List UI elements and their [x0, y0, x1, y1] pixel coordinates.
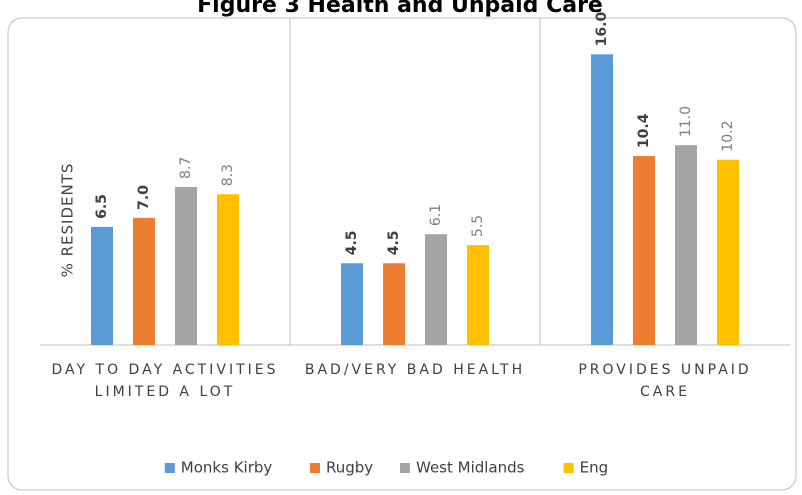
legend-label: Monks Kirby [181, 459, 273, 477]
value-label: 10.4 [636, 113, 652, 148]
bar [175, 186, 197, 345]
bar [341, 263, 363, 345]
value-label: 5.5 [470, 215, 486, 237]
legend-label: Eng [580, 459, 609, 477]
value-label: 4.5 [344, 230, 360, 255]
value-label: 11.0 [678, 106, 694, 137]
y-axis-label: % RESIDENTS [59, 163, 77, 278]
bar [717, 159, 739, 345]
bar [633, 156, 655, 345]
bar [383, 263, 405, 345]
legend-label: West Midlands [416, 459, 525, 477]
legend-swatch [563, 463, 574, 473]
value-label: 10.2 [720, 121, 736, 152]
bar [217, 194, 239, 345]
bar [425, 234, 447, 345]
x-tick-label: DAY TO DAY ACTIVITIES LIMITED A LOT [51, 362, 279, 400]
value-label: 6.1 [428, 204, 444, 226]
chart-title: Figure 3 Health and Unpaid Care [197, 0, 603, 18]
legend-label: Rugby [326, 459, 373, 477]
legend-swatch [400, 463, 410, 473]
bar [675, 145, 697, 345]
x-tick-label: BAD/VERY BAD HEALTH [304, 362, 526, 378]
value-label: 7.0 [136, 185, 152, 210]
value-label: 8.7 [178, 157, 194, 179]
bar [133, 217, 155, 345]
legend-swatch [310, 463, 320, 473]
bar [91, 226, 113, 345]
value-label: 6.5 [94, 194, 110, 219]
value-label: 4.5 [386, 230, 402, 255]
legend-swatch [164, 463, 175, 473]
value-label: 16.0 [594, 12, 610, 47]
bar [467, 245, 489, 345]
x-tick-label: PROVIDES UNPAID CARE [578, 362, 752, 400]
bar [591, 54, 613, 345]
value-label: 8.3 [220, 164, 236, 186]
